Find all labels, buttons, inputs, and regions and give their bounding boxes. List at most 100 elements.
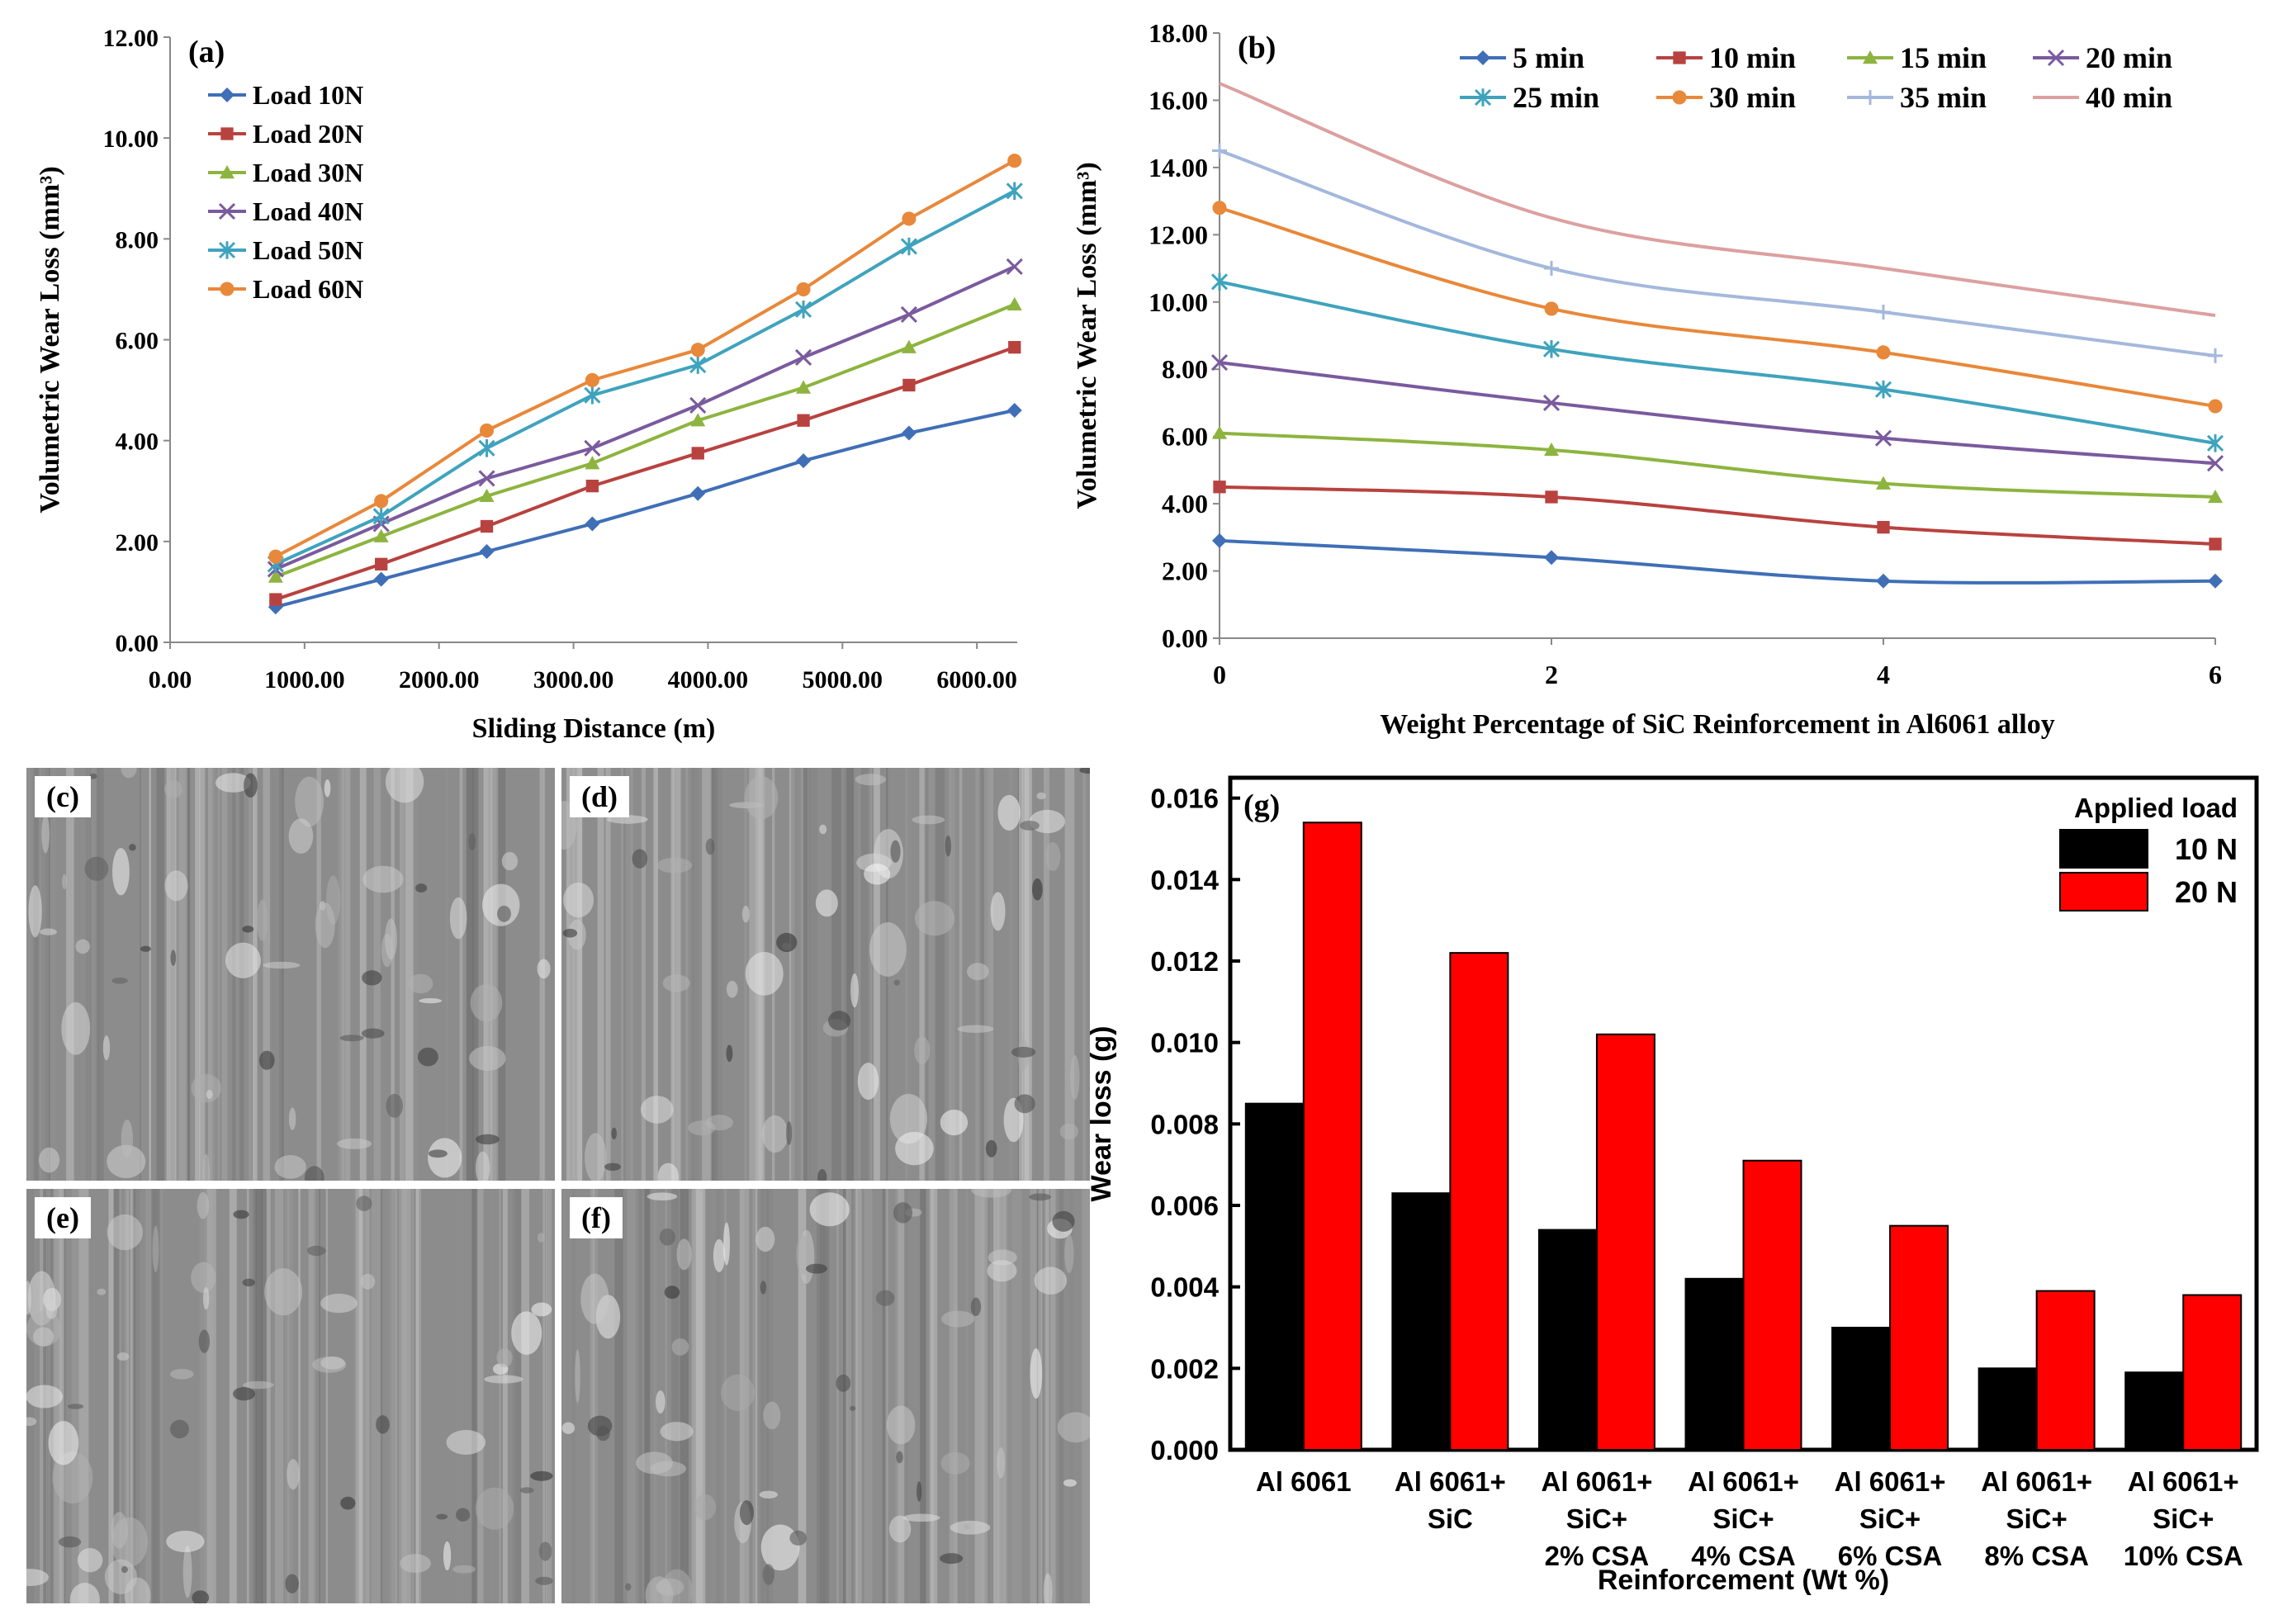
x-axis-title: Reinforcement (Wt %): [1598, 1565, 1889, 1596]
sem-streak: [133, 1189, 135, 1603]
sem-particle: [201, 1153, 211, 1181]
data-point: [372, 507, 390, 526]
sem-particle: [997, 794, 1021, 831]
data-point: [902, 211, 917, 226]
sem-particle: [966, 963, 989, 981]
x-tick-label: Al 6061+: [1541, 1466, 1652, 1497]
sem-particle: [449, 897, 467, 940]
x-tick-label: SiC+: [1712, 1503, 1774, 1534]
x-tick-label: SiC: [1428, 1503, 1473, 1534]
legend-label: 20 N: [2175, 875, 2238, 909]
sem-particle: [295, 776, 324, 827]
sem-streak: [856, 1189, 862, 1603]
sem-streak: [319, 1189, 326, 1603]
series-20-min: [1210, 354, 2224, 472]
sem-particle: [202, 1286, 210, 1310]
sem-pit: [1079, 768, 1090, 774]
sem-streak: [869, 768, 874, 1181]
sem-streak: [477, 1189, 484, 1603]
sem-particle: [567, 919, 586, 950]
legend-label: Load 60N: [253, 274, 363, 304]
sem-streak: [614, 1189, 623, 1603]
data-point: [375, 557, 388, 571]
sem-streak: [907, 768, 912, 1181]
sem-streak: [1008, 768, 1014, 1181]
sem-particle: [1034, 1267, 1068, 1295]
sem-streak: [685, 768, 689, 1181]
series-25-min: [1210, 272, 2224, 452]
bar-10n: [1684, 1277, 1745, 1451]
sem-streak: [472, 768, 479, 1181]
sem-streak: [656, 768, 659, 1181]
sem-particle: [121, 768, 137, 779]
sem-streak: [571, 1189, 575, 1603]
sem-streak: [206, 1189, 216, 1603]
sem-particle: [950, 1520, 991, 1535]
sem-particle: [116, 1352, 130, 1361]
sem-streak: [542, 1189, 546, 1603]
sem-pit: [849, 1405, 856, 1411]
sem-streak: [1004, 1189, 1007, 1603]
sem-streak: [919, 768, 925, 1181]
sem-pit: [386, 1093, 403, 1118]
sem-streak: [864, 1189, 873, 1603]
y-tick-label: 0.016: [1150, 784, 1219, 814]
sem-pit: [58, 1536, 82, 1548]
sem-pit: [538, 1541, 552, 1561]
sem-particle: [26, 1385, 64, 1409]
data-point: [1544, 301, 1559, 316]
panel-label: (a): [188, 35, 225, 69]
data-point: [479, 423, 495, 438]
sem-pit: [468, 833, 476, 850]
series-line: [1219, 280, 2216, 445]
data-point: [2208, 399, 2223, 414]
sem-particle: [45, 1301, 58, 1319]
data-point: [584, 386, 601, 405]
sem-streak: [512, 1189, 518, 1603]
legend-g: Applied load 10 N 20 N: [2059, 793, 2238, 911]
sem-streak: [1007, 1189, 1012, 1603]
data-point: [268, 549, 283, 564]
data-point: [1007, 154, 1022, 168]
sem-particle: [166, 1530, 205, 1553]
sem-particle: [585, 1133, 607, 1181]
sem-particle: [940, 1109, 969, 1136]
sem-particle: [197, 1192, 210, 1219]
sem-streak: [66, 768, 74, 1181]
bar-20n: [1302, 821, 1362, 1451]
sem-particle: [723, 1222, 731, 1266]
sem-micrograph-f: (f): [561, 1189, 1090, 1603]
sem-pit: [789, 1530, 808, 1546]
sem-streak: [986, 768, 992, 1181]
sem-particle: [1044, 841, 1061, 871]
sem-particle: [857, 1063, 879, 1101]
legend-marker: [1475, 50, 1490, 65]
series-load-10n: [268, 403, 1022, 615]
sem-particle: [164, 780, 182, 798]
legend-marker: [1863, 50, 1878, 64]
sem-streak: [948, 1189, 954, 1603]
sem-particle: [580, 1273, 609, 1324]
sem-streak: [644, 1189, 651, 1603]
x-axis-title: Sliding Distance (m): [472, 713, 716, 744]
legend-label: 10 N: [2175, 832, 2238, 866]
sem-streak: [673, 768, 676, 1181]
sem-pit: [893, 1202, 913, 1224]
sem-particle: [660, 1422, 694, 1442]
series-line: [1219, 149, 2216, 357]
sem-micrograph-d: (d): [561, 768, 1090, 1181]
sem-streak: [502, 1189, 508, 1603]
data-point: [585, 479, 599, 493]
x-tick-label: 1000.00: [264, 666, 345, 694]
series-5-min: [1212, 533, 2223, 589]
sem-particle: [755, 1226, 775, 1252]
sem-particle: [815, 889, 838, 917]
series-line: [275, 265, 1016, 571]
sem-streak: [1082, 1189, 1089, 1603]
sem-streak: [965, 1189, 969, 1603]
sem-particle: [705, 1115, 733, 1131]
sem-streak: [490, 1189, 493, 1603]
sem-streak: [360, 1189, 370, 1603]
sem-particle: [796, 1234, 811, 1276]
x-tick-label: 8% CSA: [1984, 1541, 2089, 1571]
